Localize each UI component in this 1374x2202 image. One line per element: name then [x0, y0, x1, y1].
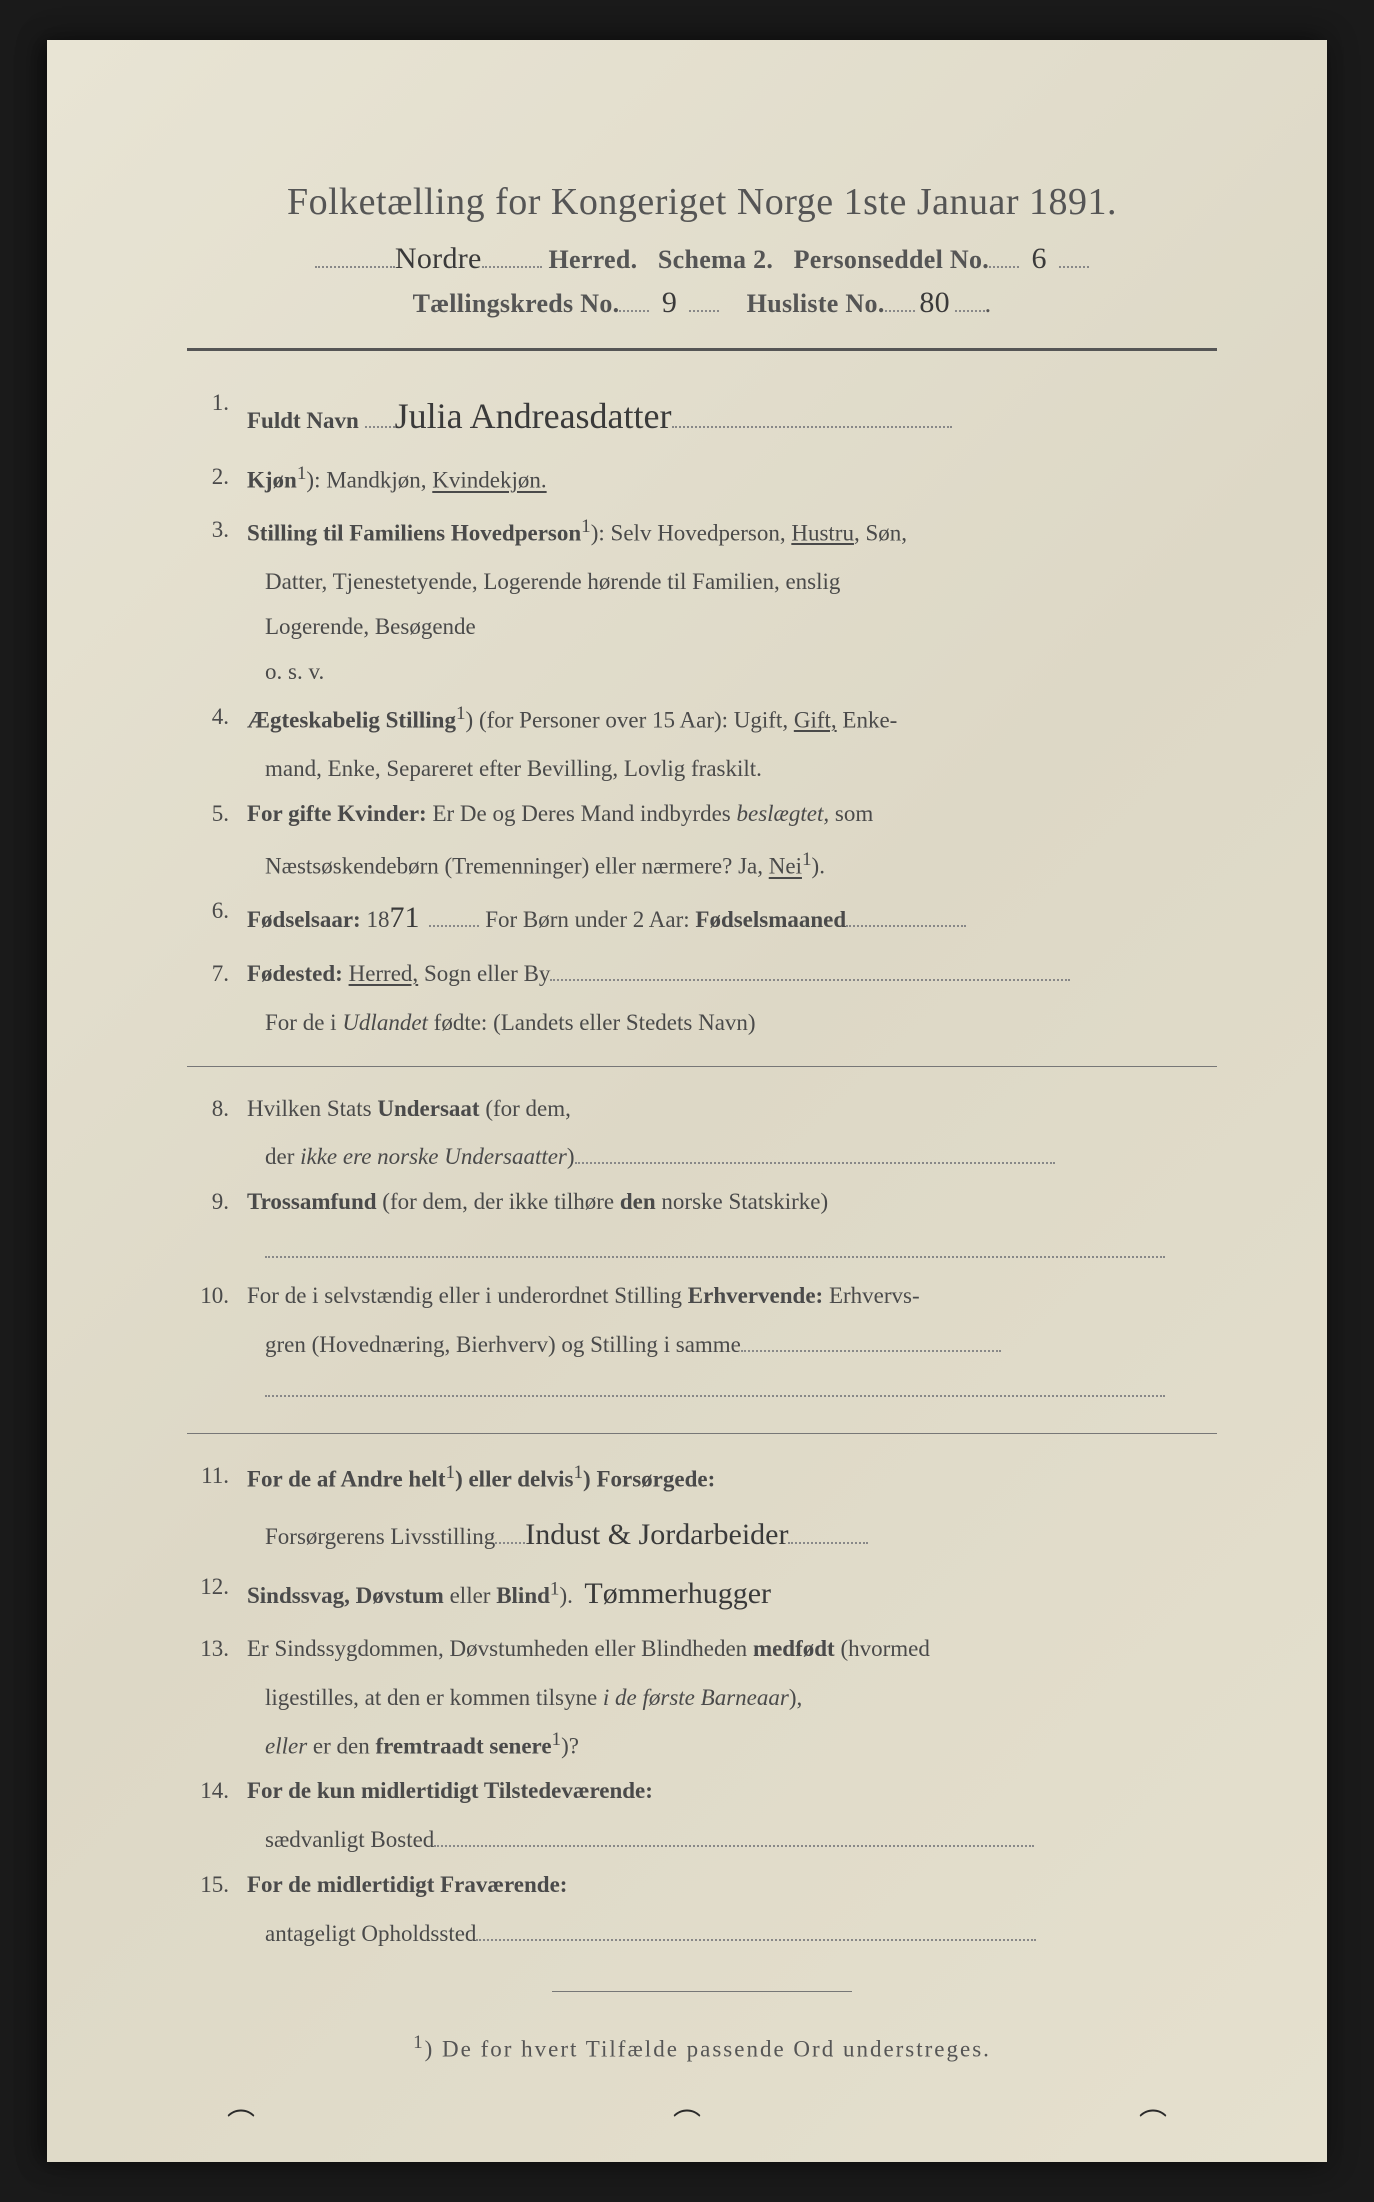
question-10: 10. For de i selvstændig eller i underor…	[187, 1274, 1217, 1319]
question-3-line3: Logerende, Besøgende	[187, 605, 1217, 650]
herred-underlined: Herred,	[349, 961, 419, 986]
question-12: 12. Sindssvag, Døvstum eller Blind1). Tø…	[187, 1565, 1217, 1624]
form-title: Folketælling for Kongeriget Norge 1ste J…	[187, 180, 1217, 224]
question-6: 6. Fødselsaar: 1871 For Børn under 2 Aar…	[187, 889, 1217, 948]
nei-underlined: Nei	[769, 854, 802, 879]
question-7-line2: For de i Udlandet fødte: (Landets eller …	[187, 1001, 1217, 1046]
question-9: 9. Trossamfund (for dem, der ikke tilhør…	[187, 1180, 1217, 1225]
question-5: 5. For gifte Kvinder: Er De og Deres Man…	[187, 792, 1217, 837]
divider-short	[552, 1991, 852, 1992]
question-8: 8. Hvilken Stats Undersaat (for dem,	[187, 1087, 1217, 1132]
question-7: 7. Fødested: Herred, Sogn eller By	[187, 952, 1217, 997]
q11-handwritten: Indust & Jordarbeider	[525, 1506, 788, 1565]
question-14: 14. For de kun midlertidigt Tilstedevære…	[187, 1769, 1217, 1814]
form-header: Folketælling for Kongeriget Norge 1ste J…	[187, 180, 1217, 320]
tear-mark-3: ⌒	[1139, 2102, 1167, 2142]
kvindekjon-underlined: Kvindekjøn.	[432, 468, 546, 493]
tear-mark-1: ⌒	[227, 2102, 255, 2142]
husliste-no-handwritten: 80	[915, 286, 955, 320]
question-13: 13. Er Sindssygdommen, Døvstumheden elle…	[187, 1627, 1217, 1672]
question-5-line2: Næstsøskendebørn (Tremenninger) eller næ…	[187, 841, 1217, 890]
census-form-page: Folketælling for Kongeriget Norge 1ste J…	[47, 40, 1327, 2162]
hustru-underlined: Hustru	[791, 520, 854, 545]
divider-thin-1	[187, 1066, 1217, 1067]
question-13-line2: ligestilles, at den er kommen tilsyne i …	[187, 1676, 1217, 1721]
question-11: 11. For de af Andre helt1) eller delvis1…	[187, 1454, 1217, 1503]
name-handwritten: Julia Andreasdatter	[395, 381, 672, 451]
question-1: 1. Fuldt Navn Julia Andreasdatter	[187, 381, 1217, 451]
birthyear-handwritten: 71	[389, 889, 429, 948]
gift-underlined: Gift,	[794, 707, 837, 732]
question-2: 2. Kjøn1): Mandkjøn, Kvindekjøn.	[187, 455, 1217, 504]
question-4-line2: mand, Enke, Separeret efter Bevilling, L…	[187, 747, 1217, 792]
person-no-handwritten: 6	[1019, 242, 1059, 276]
subhead-line-2: Tællingskreds No.9 Husliste No.80.	[187, 286, 1217, 320]
question-10-fill	[187, 1368, 1217, 1413]
question-14-line2: sædvanligt Bosted	[187, 1818, 1217, 1863]
question-15-line2: antageligt Opholdssted	[187, 1912, 1217, 1957]
question-10-line2: gren (Hovednæring, Bierhverv) og Stillin…	[187, 1323, 1217, 1368]
form-body: 1. Fuldt Navn Julia Andreasdatter 2. Kjø…	[187, 381, 1217, 1957]
question-8-line2: der ikke ere norske Undersaatter)	[187, 1135, 1217, 1180]
question-3-line2: Datter, Tjenestetyende, Logerende hørend…	[187, 560, 1217, 605]
question-13-line3: eller er den fremtraadt senere1)?	[187, 1721, 1217, 1770]
question-3: 3. Stilling til Familiens Hovedperson1):…	[187, 508, 1217, 557]
herred-handwritten: Nordre	[395, 242, 482, 276]
q12-handwritten: Tømmerhugger	[584, 1565, 771, 1624]
question-4: 4. Ægteskabelig Stilling1) (for Personer…	[187, 695, 1217, 744]
divider-thick	[187, 348, 1217, 351]
subhead-line-1: Nordre Herred. Schema 2. Personseddel No…	[187, 242, 1217, 276]
kreds-no-handwritten: 9	[649, 286, 689, 320]
question-11-line2: Forsørgerens LivsstillingIndust & Jordar…	[187, 1506, 1217, 1565]
question-3-line4: o. s. v.	[187, 650, 1217, 695]
question-15: 15. For de midlertidigt Fraværende:	[187, 1863, 1217, 1908]
tear-mark-2: ⌒	[673, 2102, 701, 2142]
footnote: 1) De for hvert Tilfælde passende Ord un…	[187, 2032, 1217, 2063]
question-9-fill	[187, 1229, 1217, 1274]
divider-thin-2	[187, 1433, 1217, 1434]
